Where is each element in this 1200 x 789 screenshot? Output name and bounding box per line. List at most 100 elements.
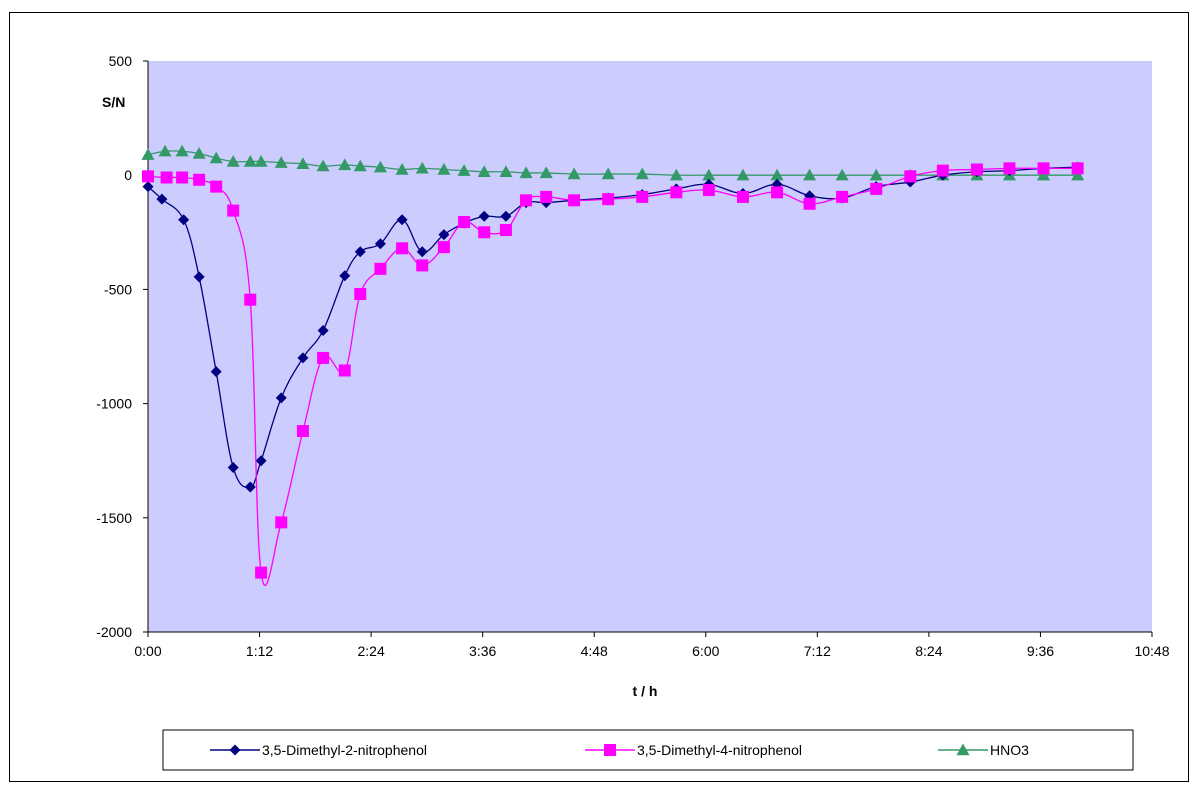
x-tick-label: 8:24 xyxy=(915,643,942,659)
data-point xyxy=(636,190,649,203)
data-point xyxy=(803,168,817,181)
data-point xyxy=(176,171,189,184)
data-point xyxy=(1071,168,1085,181)
data-point xyxy=(970,163,983,176)
data-point xyxy=(178,214,190,226)
data-point xyxy=(869,168,883,181)
x-tick-label: 3:36 xyxy=(469,643,496,659)
data-point xyxy=(415,161,429,174)
data-point xyxy=(296,157,310,169)
data-point xyxy=(244,293,257,306)
data-point xyxy=(255,566,268,579)
data-point xyxy=(316,159,330,172)
data-point xyxy=(1037,162,1050,175)
data-point xyxy=(601,167,615,180)
series-3-5-dimethyl-4-nitrophenol xyxy=(142,162,1084,586)
data-point xyxy=(457,164,471,176)
data-point xyxy=(395,162,409,175)
data-point xyxy=(437,162,451,175)
data-point xyxy=(936,164,949,177)
data-point xyxy=(568,194,581,207)
y-tick-label: 0 xyxy=(124,167,132,183)
data-point xyxy=(670,186,683,199)
x-tick-label: 7:12 xyxy=(804,643,831,659)
data-point xyxy=(297,352,309,364)
y-tick-label: -1500 xyxy=(96,510,132,526)
data-point xyxy=(373,160,387,173)
y-tick-label: -1000 xyxy=(96,396,132,412)
x-tick-label: 10:48 xyxy=(1134,643,1169,659)
data-point xyxy=(160,171,173,184)
data-point xyxy=(296,425,309,438)
data-point xyxy=(635,167,649,180)
legend-marker xyxy=(229,744,241,756)
legend-label: 3,5-Dimethyl-4-nitrophenol xyxy=(637,742,802,758)
data-point xyxy=(499,224,512,237)
data-point xyxy=(836,190,849,203)
data-point xyxy=(669,168,683,181)
data-point xyxy=(142,181,154,193)
y-axis-label: S/N xyxy=(102,94,125,110)
data-point xyxy=(317,351,330,364)
data-point xyxy=(770,168,784,181)
y-tick-label: 500 xyxy=(109,53,133,69)
data-point xyxy=(835,168,849,181)
data-point xyxy=(210,180,223,193)
data-point xyxy=(500,210,512,222)
data-point xyxy=(1071,162,1084,175)
legend-marker xyxy=(604,744,616,756)
x-tick-label: 0:00 xyxy=(134,643,161,659)
data-point xyxy=(354,246,366,258)
data-point xyxy=(210,366,222,378)
legend-item: 3,5-Dimethyl-2-nitrophenol xyxy=(210,742,427,758)
data-point xyxy=(354,287,367,300)
data-point xyxy=(499,165,513,177)
data-point xyxy=(539,166,553,179)
data-point xyxy=(192,147,206,159)
data-point xyxy=(702,168,716,181)
data-point xyxy=(1037,168,1051,181)
data-point xyxy=(175,144,189,157)
data-point xyxy=(438,229,450,241)
data-point xyxy=(338,364,351,377)
chart-frame: 500 0 -500 -1000 -1500 -2000 0:00 1:12 2:24 3:36 4… xyxy=(9,12,1189,782)
data-point xyxy=(141,148,155,160)
data-point xyxy=(1003,162,1016,175)
data-point xyxy=(275,516,288,529)
x-tick-label: 4:48 xyxy=(581,643,608,659)
legend-label: 3,5-Dimethyl-2-nitrophenol xyxy=(262,742,427,758)
data-point xyxy=(396,242,409,255)
data-point xyxy=(275,392,287,404)
data-point xyxy=(736,168,750,181)
x-tick-label: 1:12 xyxy=(246,643,273,659)
data-point xyxy=(254,154,268,167)
data-point xyxy=(520,194,533,207)
y-tick-label: -500 xyxy=(104,281,132,297)
y-tick-label: -2000 xyxy=(96,624,132,640)
data-point xyxy=(602,193,615,206)
legend: 3,5-Dimethyl-2-nitrophenol 3,5-Dimethyl-4… xyxy=(162,729,1134,771)
data-point xyxy=(227,204,240,217)
data-point xyxy=(437,241,450,254)
data-point xyxy=(478,226,491,239)
data-point xyxy=(416,259,429,272)
data-point xyxy=(870,182,883,195)
data-point xyxy=(255,455,267,467)
data-point xyxy=(736,190,749,203)
data-point xyxy=(519,166,533,179)
series-layer xyxy=(141,144,1085,586)
data-point xyxy=(142,170,154,183)
data-point xyxy=(374,238,386,250)
data-point xyxy=(274,156,288,168)
data-point xyxy=(353,159,367,172)
data-point xyxy=(193,271,205,283)
series-line xyxy=(147,167,1078,586)
plot-area xyxy=(148,61,1152,632)
data-point xyxy=(567,167,581,180)
legend-label: HNO3 xyxy=(990,742,1029,758)
legend-item: 3,5-Dimethyl-4-nitrophenol xyxy=(585,742,802,758)
legend-marker xyxy=(956,743,970,756)
data-point xyxy=(227,462,239,474)
data-point xyxy=(540,190,553,203)
